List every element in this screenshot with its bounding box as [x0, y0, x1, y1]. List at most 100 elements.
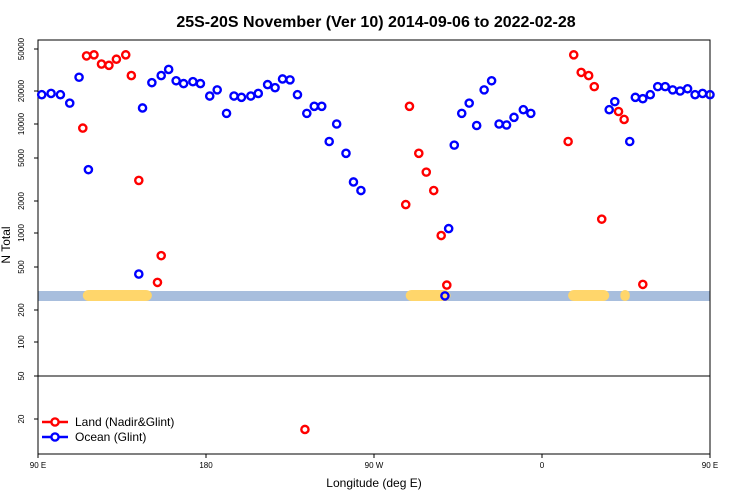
data-point	[610, 96, 620, 107]
data-point	[675, 86, 685, 96]
data-point	[526, 108, 536, 119]
data-point	[413, 148, 424, 159]
land-segment	[405, 290, 451, 301]
legend-marker	[50, 432, 60, 442]
data-point	[501, 120, 512, 130]
data-point	[204, 91, 215, 101]
land-segment	[568, 290, 610, 301]
data-point	[309, 101, 320, 112]
data-point	[341, 148, 351, 159]
data-point	[120, 50, 131, 60]
series-land-nadir-glint	[78, 50, 648, 435]
data-point	[300, 424, 310, 435]
legend-entry: Ocean (Glint)	[75, 430, 146, 444]
data-point	[195, 78, 206, 89]
data-point	[156, 250, 166, 261]
series-ocean-glint	[36, 64, 715, 301]
data-point	[660, 81, 671, 92]
data-point	[156, 70, 166, 81]
data-point	[229, 91, 239, 101]
data-point	[285, 75, 295, 85]
data-point	[589, 81, 600, 92]
data-point	[133, 269, 144, 279]
data-point	[212, 85, 222, 95]
data-point	[638, 279, 648, 290]
data-point	[682, 83, 693, 94]
data-point	[596, 214, 607, 224]
y-axis: 20 50 100 200 500 1000 2000 5000 10000 20000 50000	[17, 37, 38, 423]
x-tick-label: 180	[199, 461, 213, 470]
data-point	[55, 89, 66, 100]
data-point	[152, 277, 163, 288]
data-point	[428, 185, 439, 196]
data-point	[443, 223, 454, 234]
data-point	[619, 114, 629, 125]
y-tick-label: 50	[17, 371, 26, 380]
data-point	[221, 108, 232, 119]
data-point	[568, 50, 579, 60]
data-point	[277, 74, 288, 84]
y-tick-label: 20000	[17, 79, 26, 102]
data-point	[449, 140, 460, 150]
data-point	[404, 101, 415, 112]
data-point	[104, 60, 114, 71]
data-point	[245, 91, 256, 101]
x-axis: 90 E 180 90 W 0 90 E	[30, 454, 718, 470]
data-point	[471, 120, 482, 131]
data-point	[518, 104, 529, 115]
data-point	[78, 123, 88, 133]
data-point	[324, 136, 335, 147]
y-tick-label: 500	[17, 260, 26, 274]
data-point	[613, 106, 624, 117]
data-point	[316, 101, 327, 112]
data-point	[624, 136, 635, 147]
data-point	[171, 75, 181, 86]
land-ocean-mask	[38, 290, 710, 301]
y-tick-label: 100	[17, 335, 26, 349]
data-point	[464, 98, 475, 108]
data-point	[147, 77, 157, 88]
data-point	[486, 75, 497, 86]
data-point	[436, 230, 447, 241]
y-tick-label: 2000	[17, 192, 26, 210]
data-point	[440, 291, 450, 301]
data-point	[96, 59, 107, 69]
ocean-band	[38, 291, 710, 301]
x-tick-label: 0	[540, 461, 545, 470]
x-axis-label: Longitude (deg E)	[326, 476, 421, 490]
x-tick-label: 90 W	[365, 461, 384, 470]
data-point	[690, 89, 700, 100]
data-point	[441, 280, 452, 290]
data-point	[705, 89, 715, 100]
data-point	[81, 51, 92, 61]
data-point	[630, 92, 641, 103]
data-point	[652, 81, 663, 92]
x-tick-label: 90 E	[30, 461, 46, 470]
legend-entry: Land (Nadir&Glint)	[75, 415, 174, 429]
data-point	[83, 164, 94, 175]
land-segment	[620, 290, 630, 301]
plot-frame	[37, 39, 711, 455]
data-point	[697, 88, 708, 99]
data-point	[509, 112, 519, 123]
data-point	[667, 85, 678, 95]
data-point	[563, 136, 573, 147]
data-point	[137, 103, 148, 113]
land-segment	[82, 290, 152, 301]
legend: Land (Nadir&Glint)Ocean (Glint)	[42, 415, 174, 444]
data-point	[494, 119, 504, 129]
data-point	[236, 92, 247, 103]
chart-title: 25S-20S November (Ver 10) 2014-09-06 to …	[176, 14, 575, 31]
data-point	[36, 89, 47, 100]
data-point	[292, 89, 303, 100]
data-point	[262, 79, 273, 90]
data-point	[348, 177, 359, 187]
y-tick-label: 1000	[17, 224, 26, 242]
data-point	[46, 88, 56, 99]
y-axis-label: N Total	[0, 226, 13, 263]
data-point	[126, 70, 137, 81]
data-point	[604, 104, 615, 115]
legend-marker	[50, 417, 60, 427]
data-point	[253, 88, 264, 99]
